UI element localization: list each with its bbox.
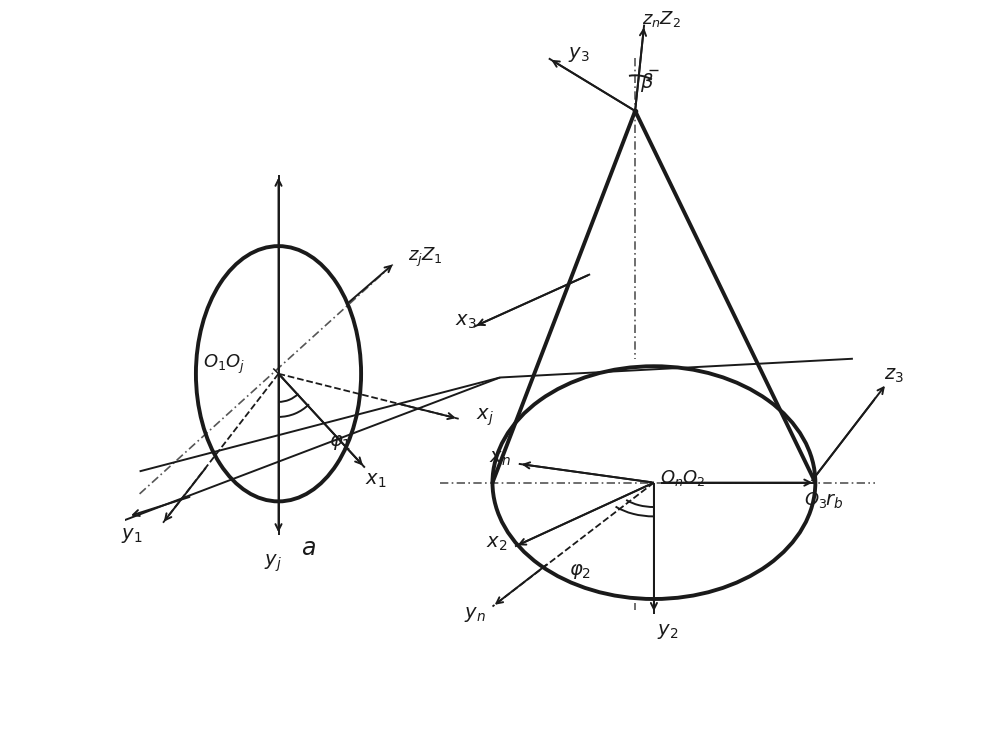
Text: $x_1$: $x_1$ (365, 471, 387, 489)
Text: $\varphi_1$: $\varphi_1$ (329, 433, 351, 452)
Text: $x_3$: $x_3$ (455, 313, 477, 331)
Text: $z_3$: $z_3$ (884, 367, 904, 385)
Text: $O_1O_j$: $O_1O_j$ (203, 353, 246, 376)
Text: $x_j$: $x_j$ (476, 406, 494, 428)
Text: $y_3$: $y_3$ (568, 45, 590, 64)
Text: $y_1$: $y_1$ (121, 525, 143, 544)
Text: $y_2$: $y_2$ (657, 622, 678, 641)
Text: $z_nZ_2$: $z_nZ_2$ (642, 9, 681, 29)
Text: $y_n$: $y_n$ (464, 605, 486, 624)
Text: $\beta$: $\beta$ (640, 71, 654, 94)
Text: $a$: $a$ (301, 538, 316, 560)
Text: $\varphi_2$: $\varphi_2$ (569, 562, 591, 581)
Text: $O_nO_2$: $O_nO_2$ (660, 468, 705, 488)
Text: $y_j$: $y_j$ (264, 553, 281, 575)
Text: $x_n$: $x_n$ (489, 449, 511, 468)
Text: $x_2$: $x_2$ (486, 535, 507, 553)
Text: $z_jZ_1$: $z_jZ_1$ (408, 246, 442, 269)
Text: $O_3$: $O_3$ (804, 490, 827, 510)
Text: $r_b$: $r_b$ (825, 492, 843, 510)
